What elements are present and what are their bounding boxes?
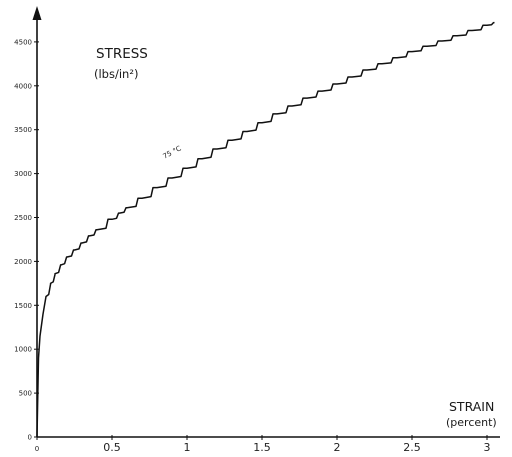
- x-tick-label: 0: [35, 445, 39, 453]
- x-tick-label: 0.5: [103, 441, 121, 454]
- x-tick-label: 1.5: [253, 441, 271, 454]
- y-tick-label: 3000: [14, 170, 32, 178]
- x-tick-label: 2.5: [403, 441, 421, 454]
- series-line: [36, 21, 495, 438]
- y-ticks: 0 500 1000 1500 2000 2500 3000 3500 4000 4500: [14, 38, 39, 442]
- y-axis-unit: (lbs/in²): [94, 67, 138, 81]
- y-tick-label: 1000: [14, 346, 32, 354]
- x-axis-unit: (percent): [446, 416, 497, 429]
- x-tick-label: 1: [184, 441, 191, 454]
- annotation-label: 75 °C: [162, 144, 183, 160]
- x-ticks: 0 0.5 1 1.5 2 2.5 3: [35, 435, 491, 454]
- y-tick-label: 4500: [14, 38, 32, 46]
- y-tick-label: 0: [28, 434, 32, 442]
- x-tick-label: 2: [334, 441, 341, 454]
- y-axis-arrow-icon: [32, 6, 42, 20]
- y-tick-label: 4000: [14, 82, 32, 90]
- axes: [32, 6, 500, 438]
- y-tick-label: 1500: [14, 302, 32, 310]
- y-tick-label: 3500: [14, 126, 32, 134]
- y-tick-label: 500: [19, 390, 32, 398]
- x-tick-label: 3: [484, 441, 491, 454]
- y-tick-label: 2500: [14, 214, 32, 222]
- y-tick-label: 2000: [14, 258, 32, 266]
- y-axis-label: STRESS: [96, 46, 148, 62]
- x-axis-label: STRAIN: [449, 399, 494, 414]
